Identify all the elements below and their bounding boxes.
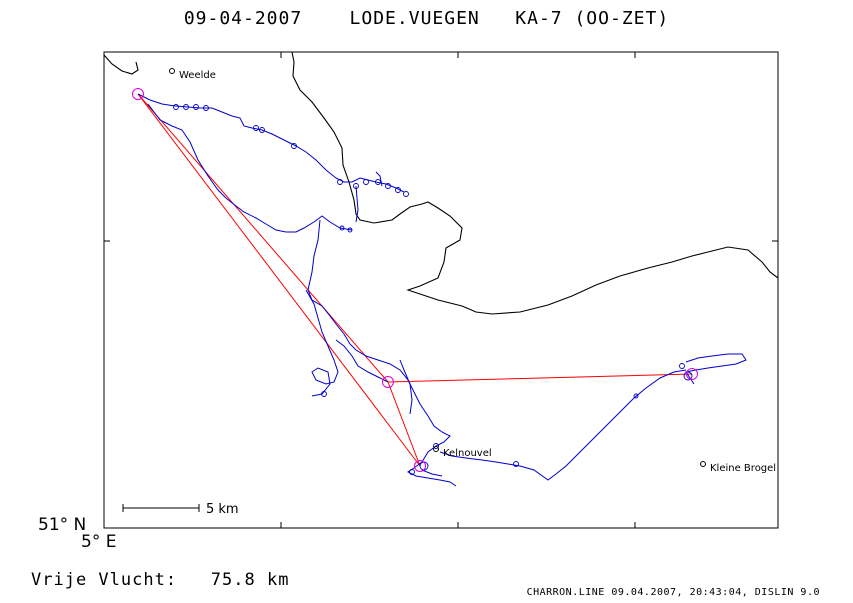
task-leg: [137, 93, 389, 383]
longitude-label: 5° E: [81, 532, 117, 552]
turnpoint-start: [132, 88, 144, 100]
place-label-kleine-brogel: Kleine Brogel: [710, 463, 776, 474]
flight-track: [137, 93, 747, 487]
axis-ticks: [104, 52, 778, 528]
title-glider: KA-7 (OO-ZET): [515, 8, 670, 29]
task-leg: [137, 93, 421, 467]
flight-distance: Vrije Vlucht: 75.8 km: [31, 570, 289, 590]
latitude-label: 51° N: [38, 515, 87, 535]
place-marker-kleine-brogel: [700, 461, 706, 467]
map-frame: [103, 51, 779, 529]
distance-value: 75.8 km: [210, 570, 290, 590]
scale-bar: [122, 504, 200, 512]
place-markers: [169, 68, 706, 467]
task-leg: [387, 373, 693, 383]
place-label-kelnouvel: Kelnouvel: [443, 448, 492, 459]
scale-label: 5 km: [206, 502, 239, 517]
turnpoints: [132, 88, 698, 472]
distance-label: Vrije Vlucht:: [31, 570, 178, 590]
turnpoint-3: [414, 460, 426, 472]
place-label-weelde: Weelde: [179, 70, 216, 81]
turnpoint-1: [382, 376, 394, 388]
credit-line: CHARRON.LINE 09.04.2007, 20:43:04, DISLI…: [526, 587, 820, 598]
task-route: [137, 93, 693, 467]
turnpoint-2: [686, 368, 698, 380]
track-loops: [173, 104, 693, 475]
task-leg: [387, 381, 421, 467]
place-marker-weelde: [169, 68, 175, 74]
country-border: [103, 51, 779, 315]
place-marker-kelnouvel: [433, 446, 439, 452]
title-site: LODE.VUEGEN: [349, 8, 480, 29]
title-date: 09-04-2007: [183, 8, 303, 29]
chart-title: 09-04-2007 LODE.VUEGEN KA-7 (OO-ZET): [0, 8, 853, 29]
